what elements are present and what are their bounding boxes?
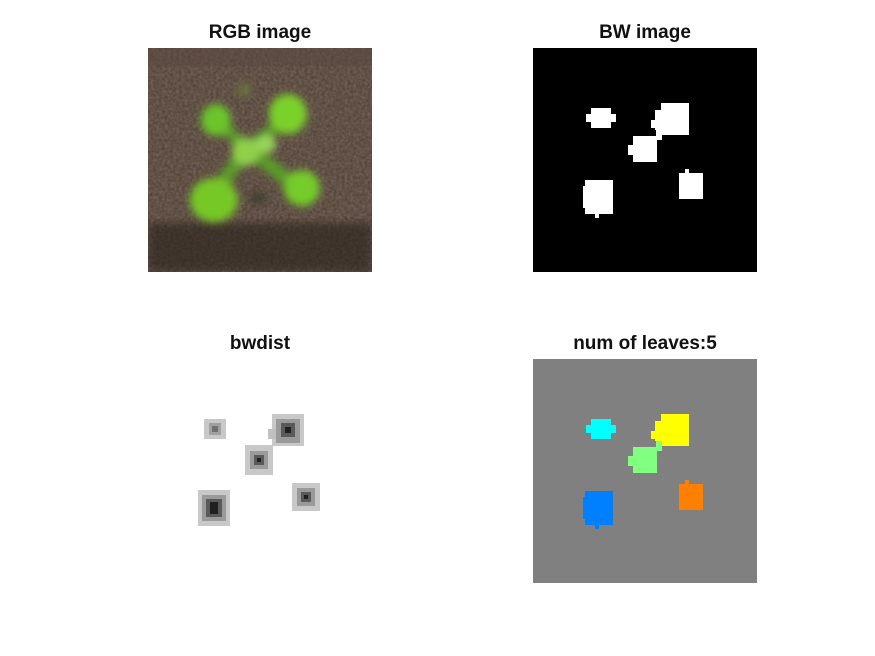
bw-image bbox=[533, 48, 757, 272]
panel-title-bw: BW image bbox=[599, 22, 691, 43]
rgb-image bbox=[148, 48, 372, 272]
bwdist-canvas bbox=[148, 359, 372, 583]
panel-title-rgb: RGB image bbox=[208, 22, 312, 43]
panel-title-bwdist: bwdist bbox=[229, 333, 291, 354]
rgb-image-canvas bbox=[148, 48, 372, 272]
bwdist-image bbox=[148, 359, 372, 583]
panel-title-leaf-count: num of leaves:5 bbox=[573, 333, 717, 354]
label-canvas bbox=[533, 359, 757, 583]
bw-image-canvas bbox=[533, 48, 757, 272]
label-image bbox=[533, 359, 757, 583]
